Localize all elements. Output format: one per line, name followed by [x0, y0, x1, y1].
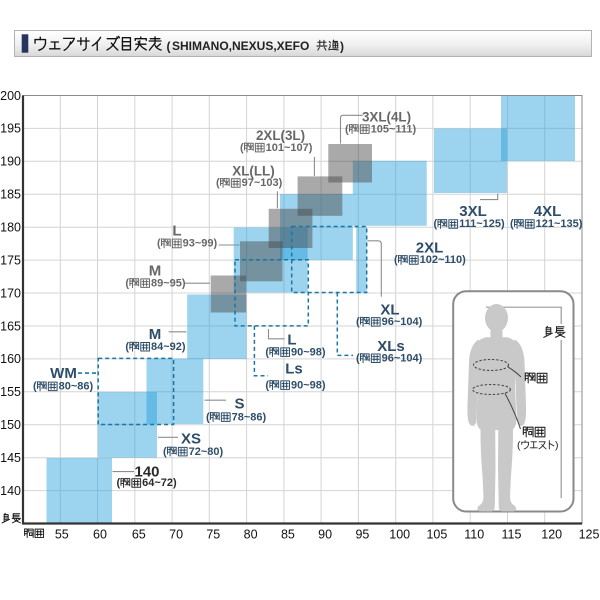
svg-text:160: 160 [0, 352, 21, 366]
svg-text:XLs: XLs [377, 338, 405, 355]
svg-text:Ls: Ls [285, 361, 303, 378]
svg-text:3XL: 3XL [459, 203, 487, 220]
svg-text:L: L [287, 331, 296, 348]
svg-text:(: ( [356, 352, 360, 364]
svg-text:185: 185 [0, 188, 21, 202]
svg-text:78~86): 78~86) [232, 411, 267, 423]
svg-text:93~99): 93~99) [183, 238, 218, 250]
svg-text:145: 145 [0, 451, 21, 465]
svg-text:65: 65 [132, 528, 146, 542]
svg-text:(: ( [265, 346, 269, 358]
svg-text:150: 150 [0, 418, 21, 432]
svg-text:60: 60 [93, 528, 107, 542]
svg-text:80: 80 [244, 528, 258, 542]
svg-text:105: 105 [426, 528, 447, 542]
svg-text:): ) [340, 40, 344, 54]
svg-text:55: 55 [55, 528, 69, 542]
svg-text:190: 190 [0, 155, 21, 169]
svg-text:S: S [234, 395, 244, 412]
svg-text:(: ( [517, 439, 521, 451]
svg-text:(: ( [434, 218, 438, 230]
svg-text:64~72): 64~72) [142, 477, 177, 489]
svg-text:120: 120 [541, 528, 562, 542]
svg-text:200: 200 [0, 89, 21, 103]
svg-text:90~98): 90~98) [291, 346, 326, 358]
svg-text:(: ( [345, 123, 349, 135]
svg-text:3XL(4L): 3XL(4L) [362, 110, 411, 125]
svg-text:102~110): 102~110) [420, 254, 467, 266]
svg-text:70: 70 [169, 528, 183, 542]
svg-text:(: ( [394, 254, 398, 266]
svg-text:140: 140 [134, 464, 159, 481]
svg-text:90~98): 90~98) [291, 379, 326, 391]
svg-text:M: M [149, 326, 162, 343]
svg-text:85: 85 [281, 528, 295, 542]
svg-text:): ) [555, 439, 559, 451]
svg-text:97~103): 97~103) [242, 177, 283, 189]
svg-text:2XL: 2XL [416, 240, 444, 257]
svg-text:101~107): 101~107) [266, 142, 313, 154]
svg-text:(: ( [33, 381, 37, 393]
svg-text:84~92): 84~92) [151, 341, 186, 353]
svg-text:2XL(3L): 2XL(3L) [256, 128, 305, 143]
svg-text:72~80): 72~80) [189, 446, 224, 458]
svg-text:111~125): 111~125) [459, 218, 505, 230]
svg-text:105~111): 105~111) [371, 123, 417, 135]
svg-text:(: ( [167, 40, 171, 54]
svg-text:80~86): 80~86) [59, 381, 94, 393]
svg-text:95: 95 [355, 528, 369, 542]
svg-text:(: ( [240, 142, 244, 154]
svg-text:(: ( [163, 446, 167, 458]
svg-text:75: 75 [206, 528, 220, 542]
svg-text:155: 155 [0, 385, 21, 399]
svg-text:96~104): 96~104) [382, 316, 423, 328]
svg-text:L: L [172, 223, 181, 240]
svg-text:195: 195 [0, 122, 21, 136]
svg-text:170: 170 [0, 286, 21, 300]
svg-text:110: 110 [464, 528, 484, 542]
svg-text:(: ( [125, 341, 129, 353]
svg-text:WM: WM [50, 365, 77, 382]
svg-text:(: ( [356, 316, 360, 328]
svg-text:(: ( [157, 238, 161, 250]
svg-text:140: 140 [0, 484, 21, 498]
svg-text:115: 115 [502, 528, 522, 542]
svg-text:(: ( [117, 477, 121, 489]
svg-text:4XL: 4XL [534, 203, 562, 220]
svg-text:121~135): 121~135) [536, 218, 583, 230]
svg-text:180: 180 [0, 221, 21, 235]
svg-text:89~95): 89~95) [151, 277, 186, 289]
svg-text:100: 100 [389, 528, 410, 542]
svg-text:175: 175 [0, 253, 21, 267]
svg-text:165: 165 [0, 319, 21, 333]
svg-text:XS: XS [181, 430, 201, 447]
svg-text:125: 125 [579, 528, 600, 542]
svg-text:XL: XL [380, 301, 399, 318]
svg-text:(: ( [216, 177, 220, 189]
svg-text:M: M [149, 262, 162, 279]
svg-text:96~104): 96~104) [382, 352, 423, 364]
svg-text:(: ( [125, 277, 129, 289]
svg-text:90: 90 [318, 528, 332, 542]
svg-text:XL(LL): XL(LL) [232, 163, 274, 178]
svg-text:SHIMANO,NEXUS,XEFO: SHIMANO,NEXUS,XEFO [172, 39, 309, 53]
svg-text:(: ( [265, 379, 269, 391]
svg-text:(: ( [206, 411, 210, 423]
svg-text:(: ( [510, 218, 514, 230]
